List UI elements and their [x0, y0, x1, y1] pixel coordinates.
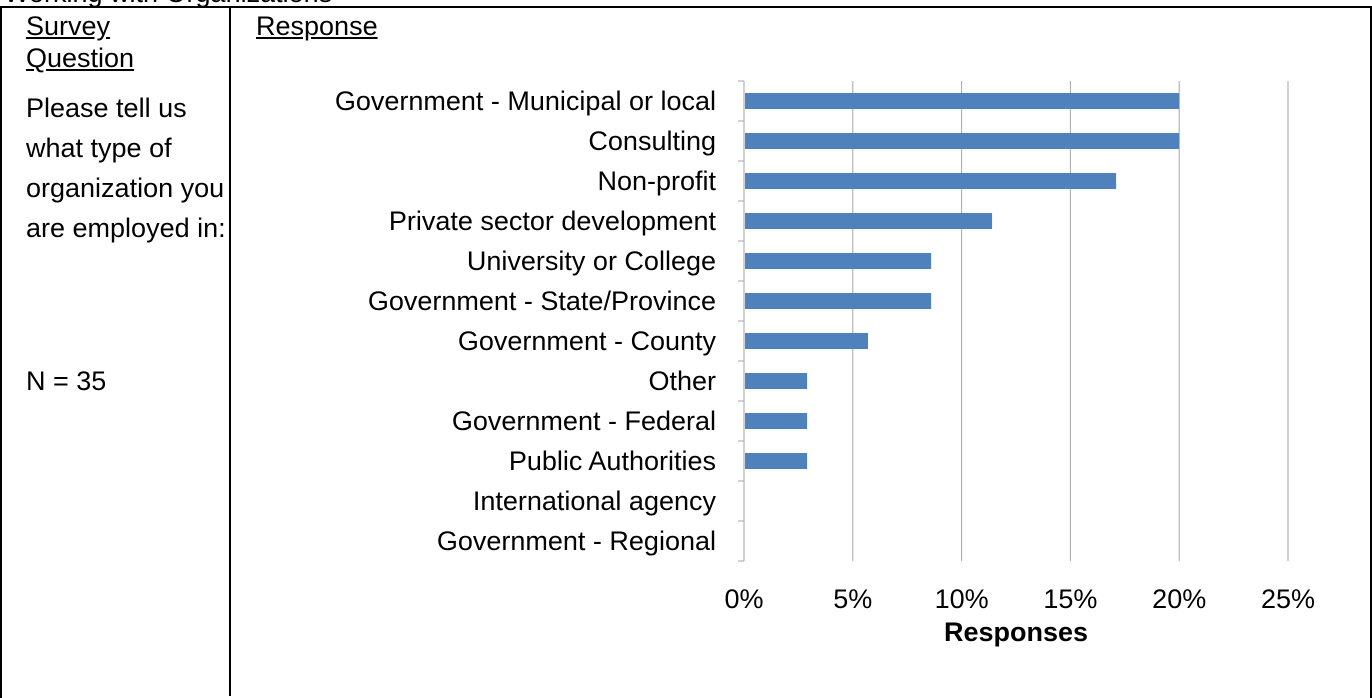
y-axis — [738, 80, 745, 562]
question-column-header: Survey Question — [26, 11, 135, 73]
category-label: Government - County — [458, 326, 717, 356]
bar — [745, 213, 993, 229]
x-tick-label: 25% — [1261, 584, 1315, 614]
table-border — [0, 6, 1372, 698]
category-label: Government - Federal — [452, 406, 716, 436]
response-column-header: Response — [256, 11, 378, 41]
category-label: International agency — [473, 486, 717, 516]
x-tick-label: 20% — [1152, 584, 1206, 614]
x-tick-labels: 0% 5% 10% 15% 20% 25% — [724, 584, 1315, 614]
bars — [745, 93, 1180, 469]
category-label: University or College — [467, 246, 716, 276]
category-label: Government - Regional — [437, 526, 716, 556]
x-tick-label: 5% — [833, 584, 872, 614]
survey-question-text: Please tell us what type of organization… — [26, 93, 226, 243]
survey-table: Survey Question Response Please tell us … — [0, 6, 1372, 698]
category-labels: Government - Municipal or local Consultin… — [335, 86, 717, 556]
bar — [745, 173, 1117, 189]
category-label: Public Authorities — [509, 446, 716, 476]
bar — [745, 453, 808, 469]
x-axis-title: Responses — [944, 617, 1088, 647]
bar — [745, 133, 1180, 149]
cutoff-heading: Working with Organizations — [4, 0, 332, 9]
sample-size-label: N = 35 — [26, 366, 107, 396]
bar — [745, 333, 869, 349]
category-label: Consulting — [588, 126, 716, 156]
bar — [745, 293, 932, 309]
column-divider — [229, 6, 231, 696]
x-tick-label: 15% — [1043, 584, 1097, 614]
category-label: Private sector development — [389, 206, 717, 236]
gridlines — [852, 81, 1289, 561]
x-tick-label: 0% — [724, 584, 763, 614]
x-tick-label: 10% — [935, 584, 989, 614]
bar — [745, 413, 808, 429]
bar — [745, 93, 1180, 109]
bar — [745, 253, 932, 269]
category-label: Government - State/Province — [368, 286, 716, 316]
category-label: Other — [648, 366, 716, 396]
category-label: Government - Municipal or local — [335, 86, 716, 116]
responses-bar-chart: Government - Municipal or local Consultin… — [335, 80, 1315, 647]
category-label: Non-profit — [597, 166, 716, 196]
bar — [745, 373, 808, 389]
